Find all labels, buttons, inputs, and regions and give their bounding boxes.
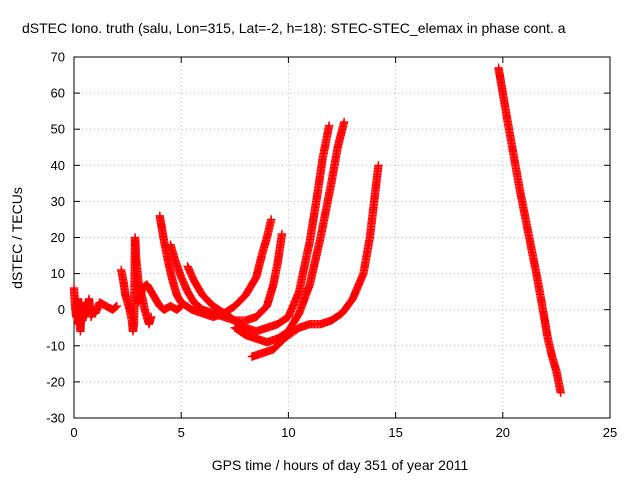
- x-tick-label: 0: [70, 425, 77, 440]
- x-tick-label: 25: [603, 425, 617, 440]
- y-tick-label: 20: [51, 230, 65, 245]
- series-arc-8: [247, 161, 383, 361]
- y-tick-label: -10: [46, 338, 65, 353]
- chart-title: dSTEC Iono. truth (salu, Lon=315, Lat=-2…: [22, 20, 566, 36]
- data-point: [339, 117, 349, 127]
- series-arc-early-right: [134, 280, 186, 314]
- x-axis-title: GPS time / hours of day 351 of year 2011: [212, 457, 469, 473]
- data-point: [267, 215, 276, 224]
- y-tick-label: 50: [51, 122, 65, 137]
- x-tick-label: 15: [388, 425, 402, 440]
- data-marks: [69, 63, 565, 397]
- y-tick-label: 40: [51, 158, 65, 173]
- y-tick-label: -20: [46, 374, 65, 389]
- y-tick-label: 30: [51, 194, 65, 209]
- y-tick-label: -30: [46, 411, 65, 426]
- data-point: [111, 302, 121, 312]
- data-point: [324, 121, 334, 130]
- y-tick-label: 0: [58, 302, 65, 317]
- series-arc-early-left: [69, 283, 122, 336]
- y-axis-title: dSTEC / TECUs: [9, 187, 25, 289]
- data-point: [112, 301, 122, 311]
- series-arc-4b: [166, 229, 287, 325]
- axis-ticks: 0 5 10 15 20 25 -30 -20 -10 0 10 20 30 40 50 60 70: [46, 50, 617, 441]
- x-tick-label: 5: [178, 425, 185, 440]
- y-tick-label: 60: [51, 86, 65, 101]
- data-point: [374, 161, 383, 170]
- y-tick-label: 70: [51, 50, 65, 65]
- data-point: [146, 312, 156, 322]
- data-point: [277, 229, 287, 239]
- series-arc-7: [230, 117, 349, 347]
- x-tick-label: 20: [496, 425, 510, 440]
- series-arc-4a: [155, 211, 276, 322]
- series-arc-6: [183, 121, 334, 336]
- data-point: [556, 388, 565, 397]
- x-tick-label: 10: [281, 425, 295, 440]
- series-arc-early-mid: [116, 233, 156, 336]
- y-tick-label: 10: [51, 266, 65, 281]
- series-arc-20: [494, 63, 565, 397]
